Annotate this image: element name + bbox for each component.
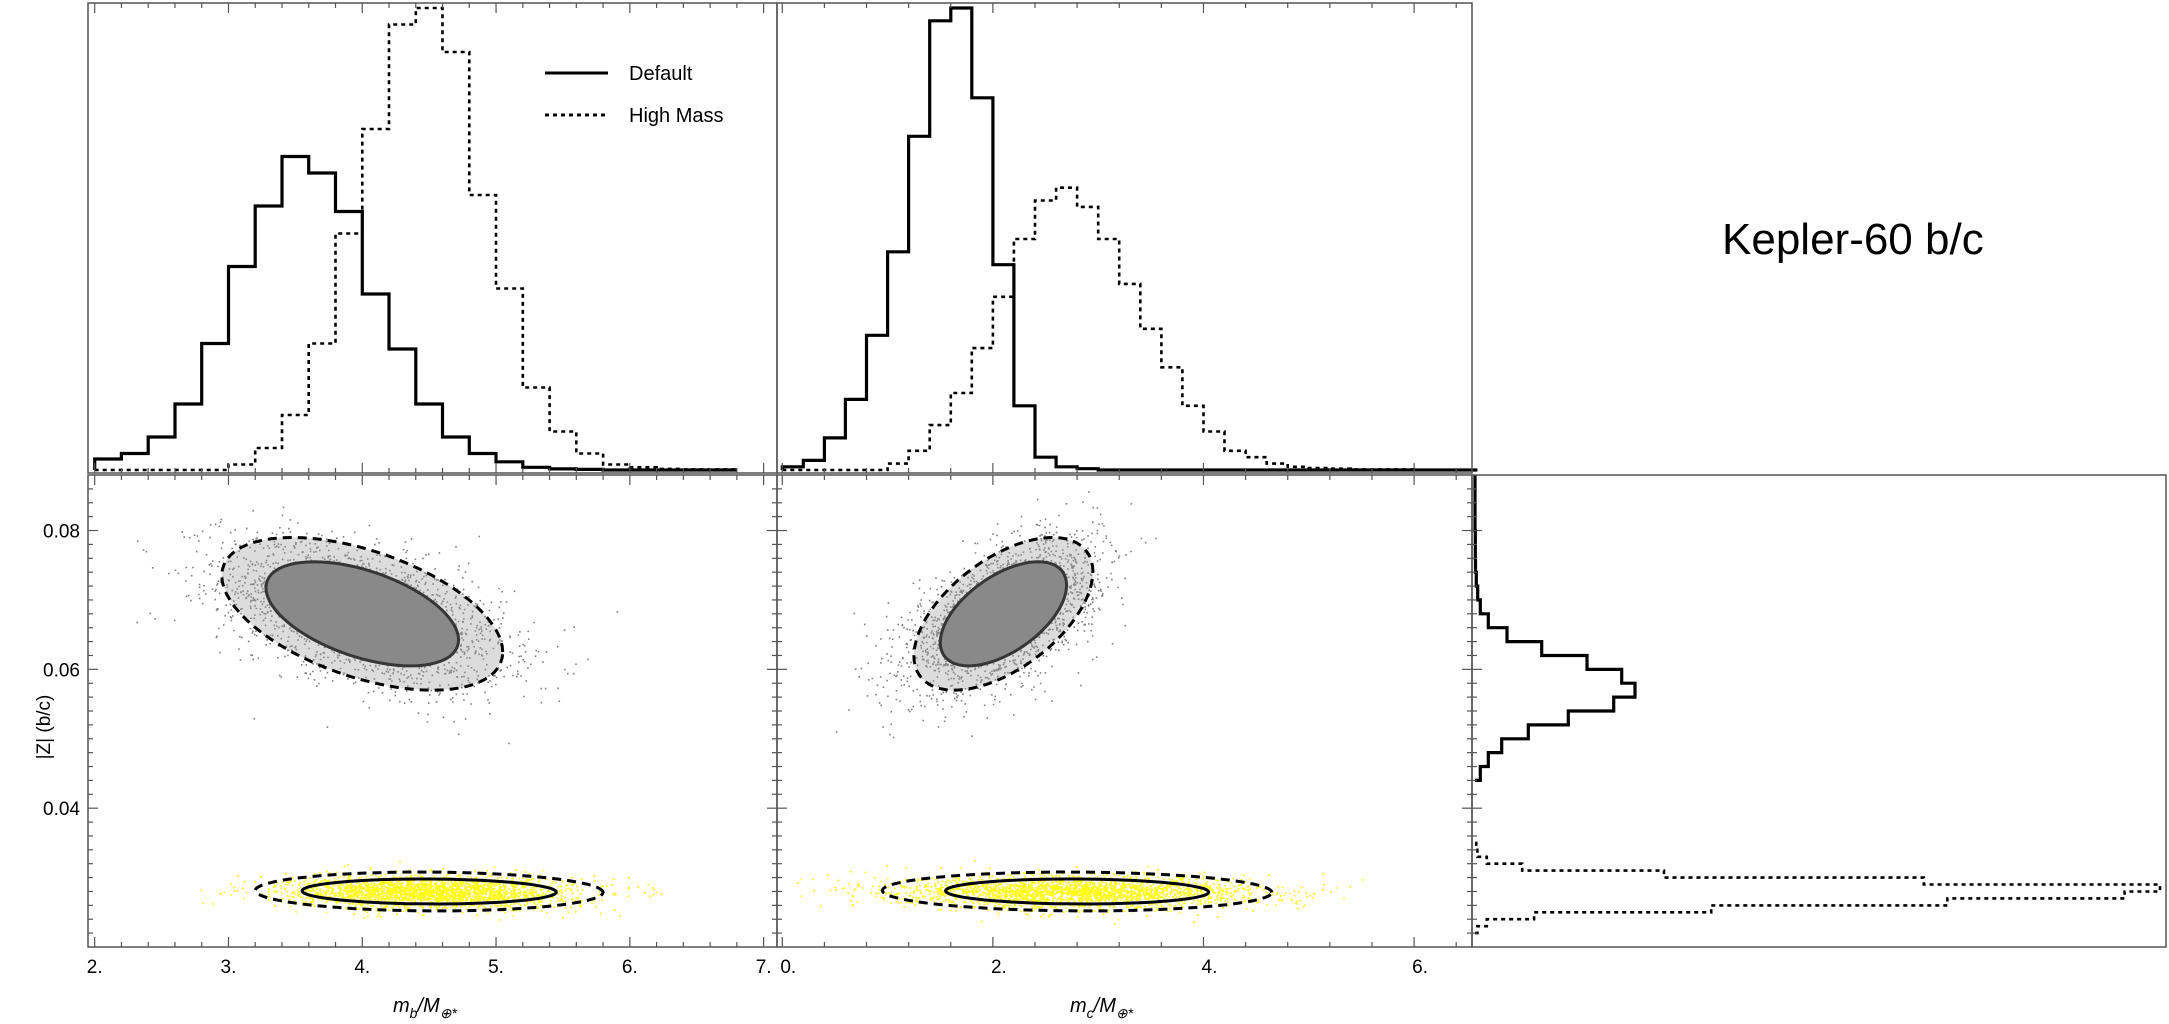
mb-label-sub2: ⊕*: [440, 1005, 458, 1021]
contour-1-sigma-mc-default: [938, 560, 1069, 668]
contour-fill-mc-default: [940, 561, 1067, 666]
ticks-layer: [88, 3, 1482, 947]
contour-halo-mb-default: [221, 537, 503, 691]
contour-2-sigma-mc-high-mass: [880, 870, 1274, 913]
tick-label-z: 0.04: [43, 799, 80, 820]
panel-frame-histMc: [776, 2, 1473, 474]
hist-mb-default: [93, 154, 737, 472]
x-axis-title-mc: mc/M⊕*: [1070, 995, 1134, 1021]
mc-label-main: m: [1070, 995, 1087, 1017]
scatter-points: [797, 860, 1364, 926]
mb-label-main: m: [393, 995, 410, 1017]
mc-label-sub2: ⊕*: [1116, 1005, 1134, 1021]
tick-label-z: 0.08: [43, 522, 80, 543]
hist-mc-high-mass: [782, 186, 1478, 472]
legend: Default High Mass: [545, 63, 723, 127]
contour-1-sigma-mb-high-mass: [300, 877, 558, 906]
panel-frame-sMc: [776, 474, 1473, 948]
tick-label-mb: 6.: [622, 957, 638, 978]
tick-label-mc: 4.: [1202, 957, 1218, 978]
mc-label-rest: /M: [1092, 995, 1117, 1017]
hist-mc-default: [780, 6, 1478, 472]
contour-2-sigma-mb-high-mass: [253, 870, 605, 913]
tick-label-mb: 2.: [87, 957, 103, 978]
mb-label-sub: b: [410, 1005, 418, 1021]
tick-label-mb: 7.: [756, 957, 772, 978]
contour-1-sigma-mb-default: [264, 560, 461, 668]
tick-label-mc: 0.: [780, 957, 796, 978]
contour-2-sigma-mc-default: [912, 535, 1095, 692]
tick-label-mb: 5.: [488, 957, 504, 978]
contours-layer: [220, 535, 1274, 913]
chart-title: Kepler-60 b/c: [1722, 215, 1984, 264]
panel-frame-sMb: [87, 474, 778, 948]
scatter-cloud-mc-high-mass: [797, 860, 1364, 926]
labels-layer: 2. 3. 4. 5. 6. 7. 0. 2. 4. 6. 0.04 0.06 0.08: [43, 522, 1428, 978]
x-axis-title-mb: mb/M⊕*: [393, 995, 457, 1021]
tick-label-mc: 2.: [991, 957, 1007, 978]
y-axis-title-z: |Z| (b/c): [34, 695, 55, 760]
contour-2-sigma-mb-default: [220, 535, 505, 692]
tick-label-mb: 4.: [354, 957, 370, 978]
tick-label-mb: 3.: [221, 957, 237, 978]
histograms-layer: [93, 6, 2162, 935]
hist-z-high-mass: [1474, 841, 2162, 935]
tick-label-mc: 6.: [1412, 957, 1428, 978]
contour-halo-mc-default: [913, 537, 1093, 691]
legend-label-default: Default: [629, 63, 693, 85]
legend-label-high-mass: High Mass: [629, 105, 723, 127]
hist-z-default: [1473, 475, 1637, 782]
panel-frames-layer: [87, 2, 2167, 948]
contour-1-sigma-mc-high-mass: [943, 877, 1211, 906]
mc-label-sub: c: [1087, 1005, 1094, 1021]
mb-label-rest: /M: [415, 995, 440, 1017]
tick-label-z: 0.06: [43, 660, 80, 681]
